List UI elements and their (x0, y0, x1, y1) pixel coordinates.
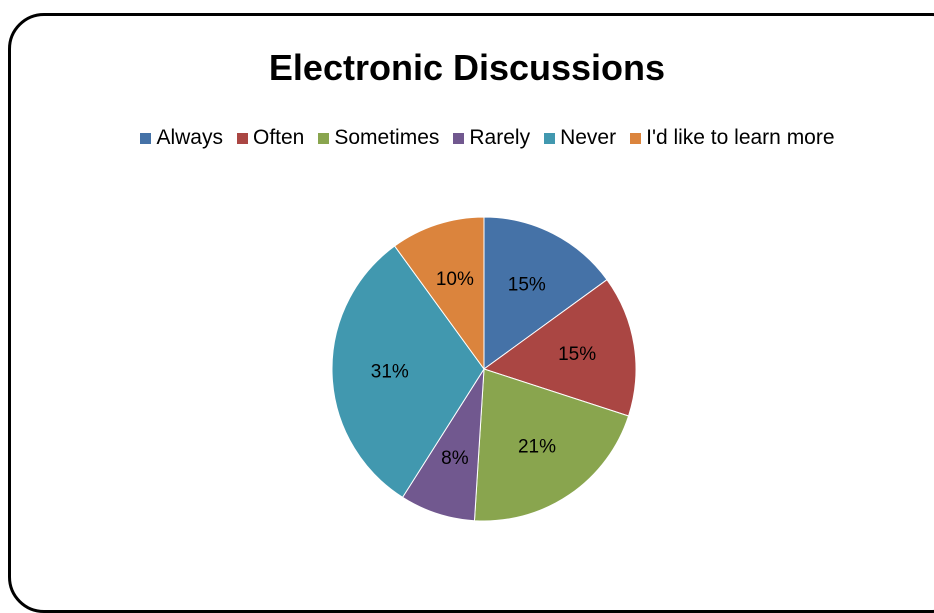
legend-label-learn-more: I'd like to learn more (646, 126, 835, 149)
legend-swatch-sometimes (318, 132, 330, 144)
pie-slice-often (482, 278, 637, 417)
legend-label-rarely: Rarely (469, 126, 531, 149)
chart-legend: Always Often Sometimes Rarely Never I'd … (0, 126, 934, 150)
pie-slices (331, 216, 637, 522)
pie-chart: 15% 15% 21% 8% 31% 10% (331, 216, 637, 522)
pie-data-label-rarely: 8% (441, 448, 469, 469)
pie-data-label-sometimes: 21% (518, 436, 556, 457)
legend-swatch-always (140, 132, 152, 144)
legend-swatch-often (236, 132, 248, 144)
chart-title: Electronic Discussions (268, 47, 666, 88)
legend-label-never: Never (560, 126, 617, 149)
pie-slice-sometimes (473, 368, 630, 522)
legend-label-always: Always (156, 126, 223, 149)
legend-label-often: Often (252, 126, 305, 149)
legend-item-sometimes: Sometimes (318, 126, 439, 150)
pie-slice-always (483, 216, 608, 370)
legend-item-learn-more: I'd like to learn more (630, 126, 835, 150)
legend-swatch-rarely (453, 132, 465, 144)
pie-labels: 15% 15% 21% 8% 31% 10% (371, 269, 596, 469)
legend-swatch-never (544, 132, 556, 144)
pie-data-label-always: 15% (508, 275, 546, 296)
legend-item-often: Often (236, 126, 305, 150)
pie-data-label-i-d-like-to-learn-more: 10% (436, 269, 474, 290)
pie-data-label-never: 31% (371, 361, 409, 382)
legend-item-rarely: Rarely (453, 126, 530, 150)
pie-data-label-often: 15% (558, 344, 596, 365)
pie-slice-never (331, 245, 485, 499)
pie-slice-i-d-like-to-learn-more (393, 216, 485, 371)
legend-label-sometimes: Sometimes (334, 126, 440, 149)
legend-swatch-learn-more (630, 132, 642, 144)
legend-item-never: Never (544, 126, 616, 150)
legend-item-always: Always (140, 126, 223, 150)
